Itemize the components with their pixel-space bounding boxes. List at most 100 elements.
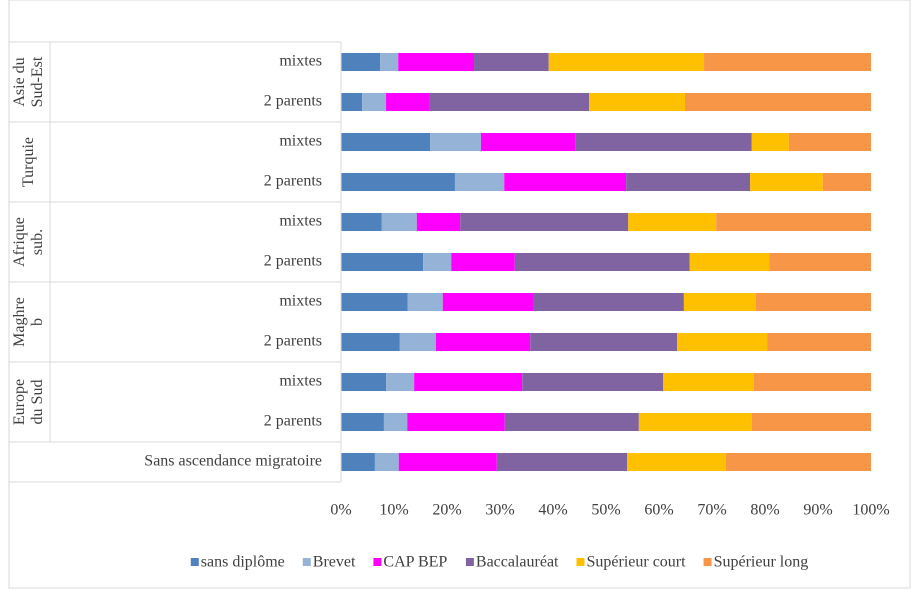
bar-segment xyxy=(407,293,443,311)
bar-segment xyxy=(704,53,871,71)
category-label: mixtes xyxy=(279,213,322,230)
bar-segment xyxy=(442,293,534,311)
x-tick-label: 0% xyxy=(330,502,351,519)
bar-segment xyxy=(341,373,387,391)
group-label: Turquie xyxy=(20,137,37,187)
group-label: b xyxy=(29,318,46,326)
bar-segment xyxy=(663,373,754,391)
x-tick-label: 30% xyxy=(485,502,514,519)
bar-segment xyxy=(380,53,399,71)
bar-segment xyxy=(398,453,497,471)
bar-segment xyxy=(451,253,515,271)
legend-label: sans diplôme xyxy=(201,554,285,571)
bar-segment xyxy=(684,93,871,111)
x-tick-label: 10% xyxy=(379,502,408,519)
bar-segment xyxy=(716,213,871,231)
bar-segment xyxy=(496,453,628,471)
bar-segment xyxy=(341,133,431,151)
bar-segment xyxy=(398,53,475,71)
bar-segment xyxy=(386,93,429,111)
bar-segment xyxy=(753,373,871,391)
bar-segment xyxy=(751,413,871,431)
bar-segment xyxy=(788,133,871,151)
group-label: sub. xyxy=(29,229,46,255)
x-tick-label: 40% xyxy=(538,502,567,519)
group-label: Sud-Est xyxy=(29,56,46,107)
bar-segment xyxy=(514,253,690,271)
bar-segment xyxy=(575,133,752,151)
bar-segment xyxy=(474,53,549,71)
bar-segment xyxy=(533,293,684,311)
bar-segment xyxy=(423,253,452,271)
bar-segment xyxy=(428,93,590,111)
bar-segment xyxy=(407,413,505,431)
legend-label: Supérieur court xyxy=(586,554,686,571)
bar-segment xyxy=(751,133,789,151)
bar-segment xyxy=(677,333,768,351)
bar-segment xyxy=(435,333,531,351)
group-label: Maghre xyxy=(11,297,28,347)
bar-segment xyxy=(341,213,382,231)
legend-swatch xyxy=(302,558,311,566)
bar-segment xyxy=(374,453,399,471)
bar-segment xyxy=(689,253,770,271)
bar-segment xyxy=(341,253,424,271)
category-label: 2 parents xyxy=(264,93,322,110)
bar-segment xyxy=(383,413,408,431)
bar-segment xyxy=(341,333,400,351)
category-label: 2 parents xyxy=(264,413,322,430)
x-tick-label: 60% xyxy=(644,502,673,519)
legend-label: Brevet xyxy=(313,554,356,571)
x-tick-label: 100% xyxy=(852,502,889,519)
category-label: mixtes xyxy=(279,133,322,150)
bar-segment xyxy=(504,173,627,191)
legend-label: Baccalauréat xyxy=(476,554,559,571)
bar-segment xyxy=(822,173,871,191)
bar-segment xyxy=(767,333,871,351)
bar-segment xyxy=(362,93,387,111)
legend-label: CAP BEP xyxy=(383,554,447,571)
category-label: 2 parents xyxy=(264,333,322,350)
category-label: mixtes xyxy=(279,373,322,390)
bar-segment xyxy=(755,293,871,311)
bar-segment xyxy=(628,213,717,231)
category-label: mixtes xyxy=(279,293,322,310)
x-tick-label: 50% xyxy=(591,502,620,519)
legend-swatch xyxy=(373,558,382,566)
group-label: du Sud xyxy=(29,380,46,425)
bar-segment xyxy=(414,373,523,391)
bar-segment xyxy=(416,213,461,231)
legend-swatch xyxy=(190,558,199,566)
legend-swatch xyxy=(465,558,474,566)
bar-segment xyxy=(341,413,384,431)
bar-segment xyxy=(341,453,375,471)
legend-swatch xyxy=(703,558,712,566)
bar-segment xyxy=(504,413,639,431)
bar-segment xyxy=(430,133,481,151)
bar-segment xyxy=(725,453,871,471)
x-tick-label: 90% xyxy=(803,502,832,519)
bar-segment xyxy=(627,453,726,471)
bar-segment xyxy=(530,333,678,351)
bar-segment xyxy=(341,173,455,191)
bar-segment xyxy=(626,173,751,191)
bar-segment xyxy=(399,333,436,351)
bar-segment xyxy=(341,293,408,311)
bar-segment xyxy=(341,53,381,71)
bar-segment xyxy=(548,53,705,71)
x-tick-label: 20% xyxy=(432,502,461,519)
bar-segment xyxy=(522,373,664,391)
category-label: Sans ascendance migratoire xyxy=(144,453,322,470)
bar-segment xyxy=(454,173,505,191)
bar-segment xyxy=(589,93,685,111)
bar-segment xyxy=(480,133,576,151)
bar-segment xyxy=(750,173,823,191)
group-label: Europe xyxy=(11,379,28,425)
legend-label: Supérieur long xyxy=(714,554,809,571)
legend-swatch xyxy=(576,558,585,566)
category-label: 2 parents xyxy=(264,173,322,190)
x-tick-label: 70% xyxy=(697,502,726,519)
bar-segment xyxy=(386,373,415,391)
bar-segment xyxy=(460,213,629,231)
